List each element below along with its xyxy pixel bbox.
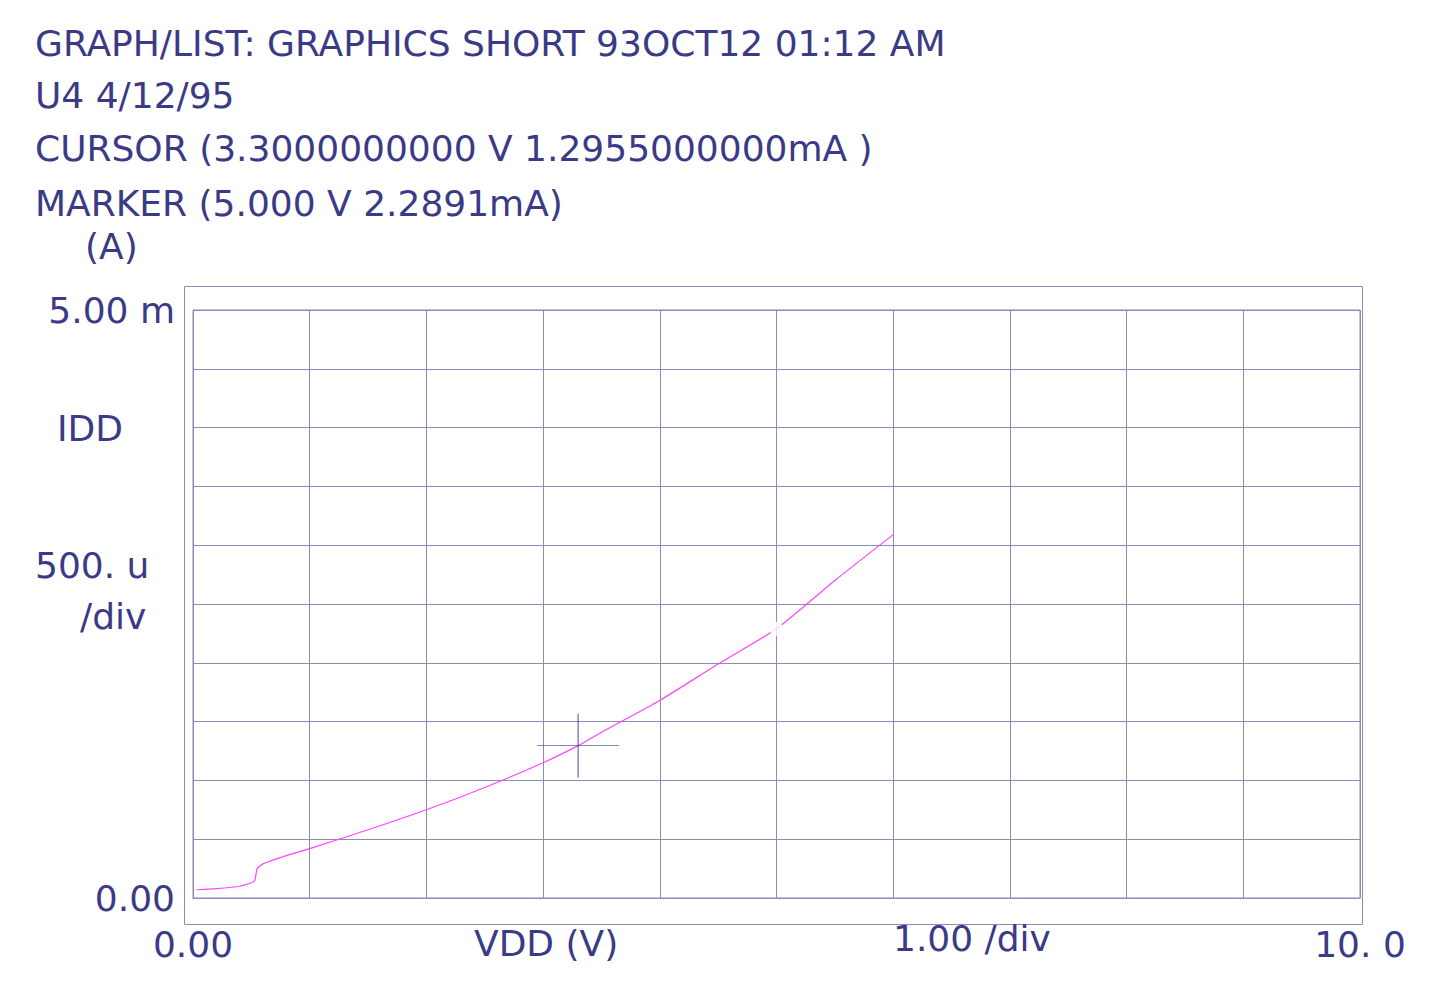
- svg-text:MARKER (5.000 V 2.2891mA): MARKER (5.000 V 2.2891mA): [35, 183, 563, 224]
- svg-text:IDD: IDD: [57, 408, 123, 449]
- svg-text:CURSOR (3.3000000000 V 1.29550: CURSOR (3.3000000000 V 1.2955000000mA ): [35, 128, 873, 169]
- svg-text:GRAPH/LIST: GRAPHICS SHORT 93O: GRAPH/LIST: GRAPHICS SHORT 93OCT12 01:12…: [35, 23, 946, 64]
- svg-text:5.00 m: 5.00 m: [48, 290, 175, 331]
- svg-text:U4 4/12/95: U4 4/12/95: [35, 75, 234, 116]
- svg-text:500. u: 500. u: [35, 545, 149, 586]
- svg-text:VDD (V): VDD (V): [474, 923, 618, 964]
- svg-text:(A): (A): [85, 226, 138, 267]
- svg-text:0.00: 0.00: [95, 878, 175, 919]
- svg-text:/div: /div: [80, 596, 146, 637]
- svg-text:10. 0: 10. 0: [1314, 924, 1406, 965]
- svg-text:1.00 /div: 1.00 /div: [893, 918, 1051, 959]
- svg-text:0.00: 0.00: [153, 924, 233, 965]
